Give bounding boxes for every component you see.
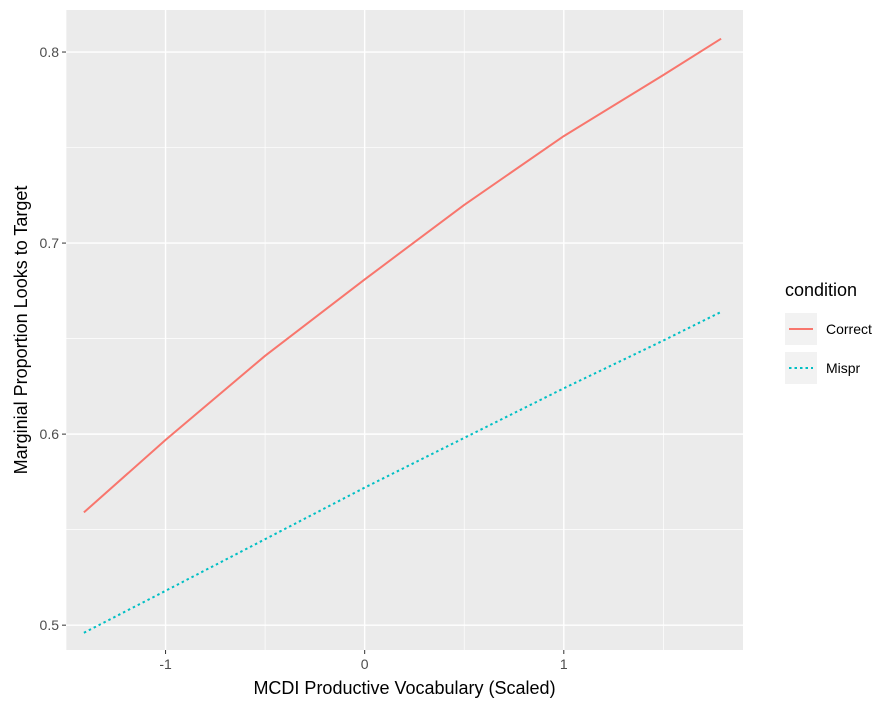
- y-tick-label: 0.8: [40, 44, 60, 60]
- grid-minor: [65, 10, 743, 650]
- y-tick-label: 0.7: [40, 235, 60, 251]
- y-tick-label: 0.5: [40, 617, 60, 633]
- legend: condition Correct Mispr: [785, 280, 872, 384]
- series-line-correct: [83, 37, 722, 514]
- grid-major: [66, 10, 743, 650]
- legend-label-correct: Correct: [826, 321, 872, 337]
- x-tick-label: 1: [560, 656, 568, 672]
- x-axis-title: MCDI Productive Vocabulary (Scaled): [253, 678, 555, 698]
- legend-title: condition: [785, 280, 857, 300]
- series-line-mispr: [83, 311, 722, 634]
- x-tick-label: -1: [159, 656, 172, 672]
- x-axis: -1 0 1: [159, 650, 568, 672]
- panel-background: [66, 10, 743, 650]
- series-layer: [83, 37, 722, 634]
- x-tick-label: 0: [361, 656, 369, 672]
- y-axis: 0.5 0.6 0.7 0.8: [40, 44, 66, 633]
- legend-label-mispr: Mispr: [826, 360, 861, 376]
- y-tick-label: 0.6: [40, 426, 60, 442]
- y-axis-title: Marginial Proportion Looks to Target: [11, 186, 31, 475]
